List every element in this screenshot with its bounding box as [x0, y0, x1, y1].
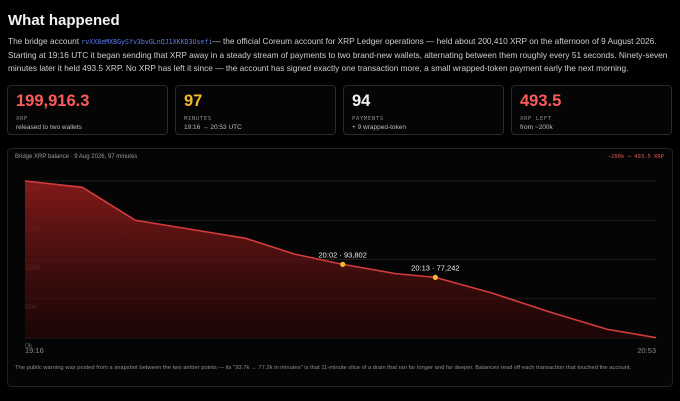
- stat-caption: PAYMENTS: [352, 116, 384, 122]
- stat-value: 97: [184, 92, 203, 110]
- chart-title: Bridge XRP balance · 9 Aug 2026, 97 minu…: [15, 154, 138, 160]
- intro-text-after: — the official Coreum account for XRP Le…: [8, 36, 668, 73]
- stat-card-minutes: 97 MINUTES 19:16 → 20:53 UTC: [175, 85, 336, 135]
- stat-value: 493.5: [520, 92, 562, 110]
- stat-card-payments: 94 PAYMENTS + 9 wrapped-token: [343, 85, 504, 135]
- stat-subtext: 19:16 → 20:53 UTC: [184, 124, 242, 131]
- intro-paragraph: The bridge account rvXX8eMX8GySYv3bvGLnQ…: [8, 35, 672, 75]
- balance-area-fill: [25, 181, 656, 338]
- page-title: What happened: [8, 12, 120, 29]
- intro-text-before: The bridge account: [8, 36, 82, 46]
- chart-footnote: The public warning was posted from a sna…: [15, 365, 632, 371]
- annotation-label: 20:02 · 93,802: [319, 250, 367, 259]
- x-tick-label-start: 19:16: [25, 346, 44, 355]
- account-address-link[interactable]: rvXX8eMX8GySYv3bvGLnQJ1XKKD3Usefi: [81, 38, 213, 46]
- stat-subtext: + 9 wrapped-token: [352, 124, 407, 131]
- stat-subtext: released to two wallets: [16, 124, 82, 131]
- stat-subtext: from ~200k: [520, 124, 553, 131]
- stat-cards: 199,916.3 XRP released to two wallets 97…: [7, 85, 673, 135]
- stat-value: 199,916.3: [16, 92, 90, 110]
- stat-card-xrp-released: 199,916.3 XRP released to two wallets: [7, 85, 168, 135]
- annotation-label: 20:13 · 77,242: [411, 263, 459, 272]
- annotation-point: [340, 261, 346, 267]
- stat-value: 94: [352, 92, 371, 110]
- y-tick-label: 0k: [25, 343, 33, 350]
- x-tick-label-end: 20:53: [637, 346, 656, 355]
- stat-caption: MINUTES: [184, 116, 212, 122]
- chart-legend: —200k → 493.5 XRP: [607, 154, 664, 160]
- stat-caption: XRP LEFT: [520, 116, 552, 122]
- stat-caption: XRP: [16, 116, 28, 122]
- annotation-point: [432, 274, 438, 280]
- stat-card-xrp-left: 493.5 XRP LEFT from ~200k: [511, 85, 672, 135]
